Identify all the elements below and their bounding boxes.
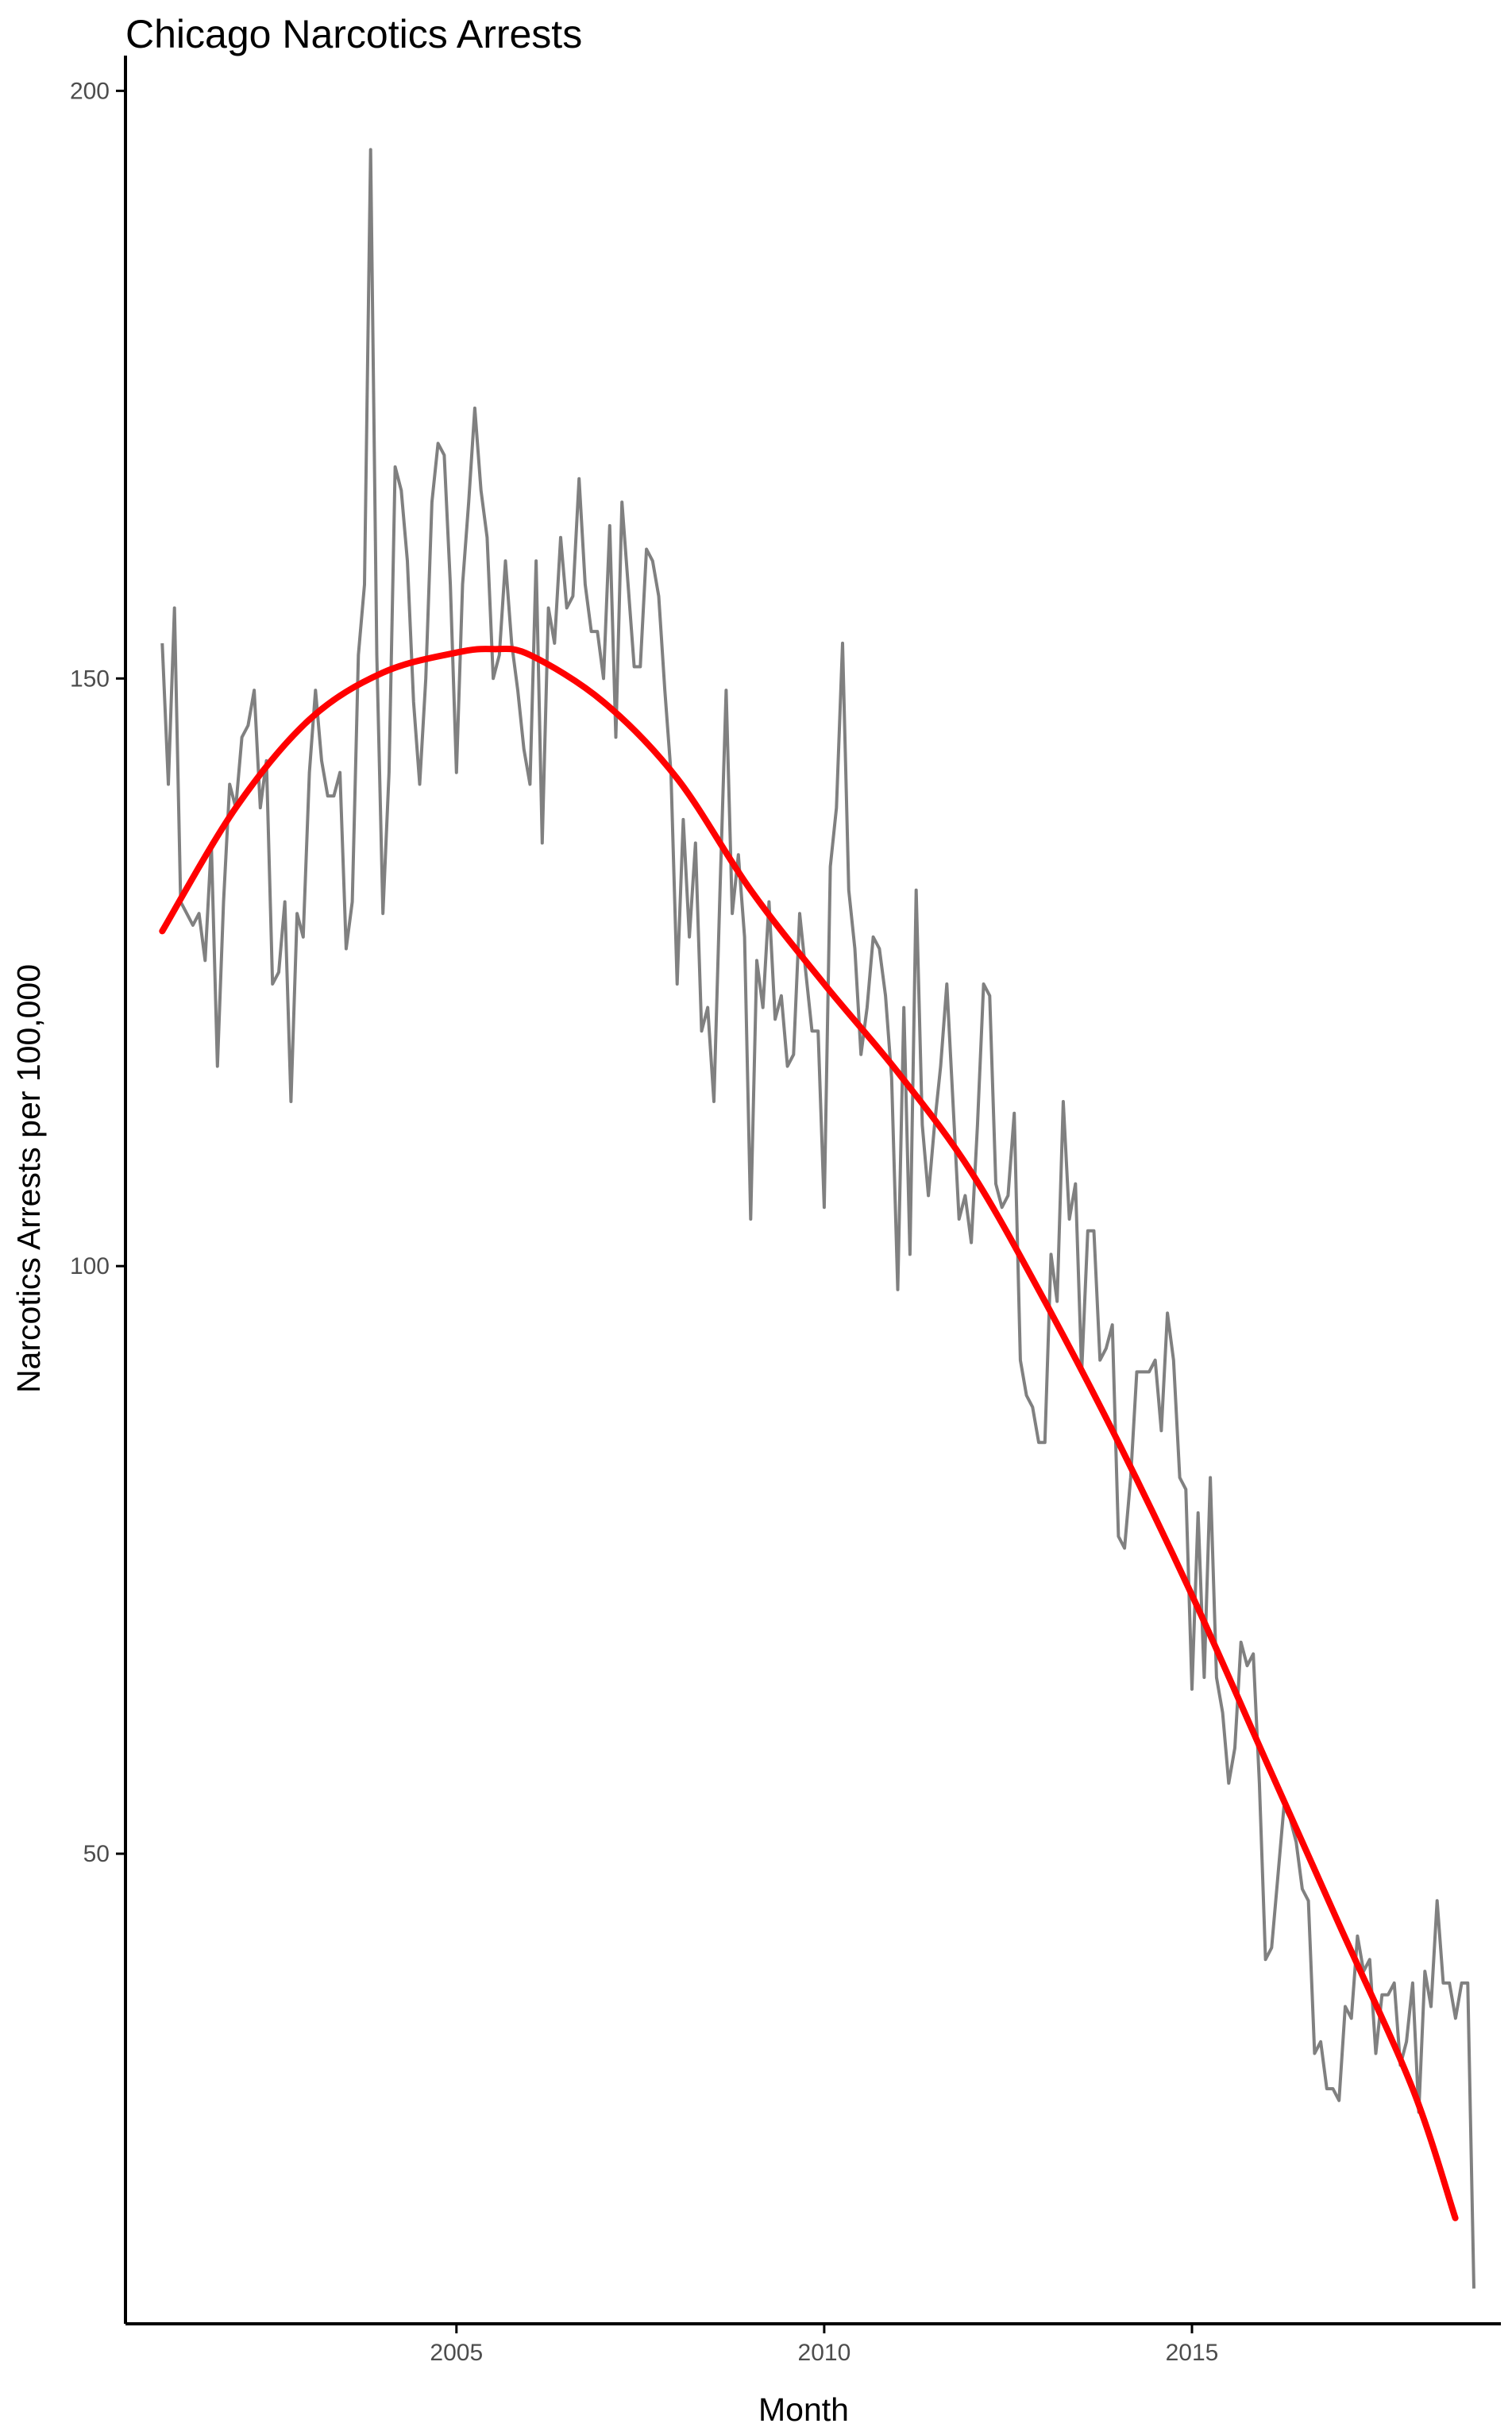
x-axis-label: Month [758,2391,849,2428]
y-tick-label: 50 [83,1841,110,1867]
series-line-trend [159,645,1459,2221]
y-axis-label: Narcotics Arrests per 100,000 [10,964,47,1393]
x-tick-label: 2005 [430,2340,483,2366]
y-axis-ticks: 50 100 150 200 [70,78,125,1867]
y-tick-label: 100 [70,1253,110,1279]
x-axis-ticks: 2005 2010 2015 [430,2324,1218,2366]
series-layer [159,148,1475,2289]
y-tick-label: 150 [70,666,110,692]
series-line-raw [160,148,1475,2289]
chart-title: Chicago Narcotics Arrests [125,12,582,56]
y-tick-label: 200 [70,78,110,104]
x-tick-label: 2015 [1166,2340,1219,2366]
x-tick-label: 2010 [798,2340,851,2366]
